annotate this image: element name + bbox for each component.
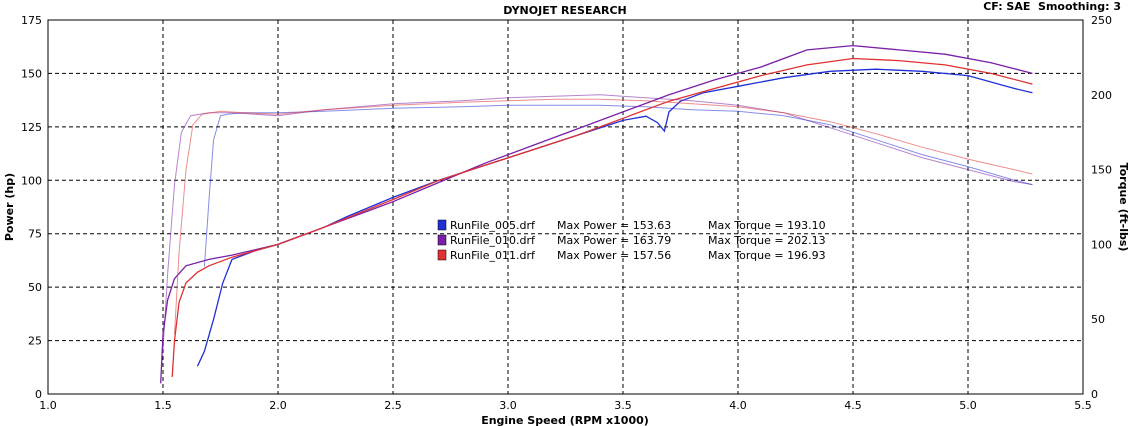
x-tick-label-6: 4.0 bbox=[729, 399, 747, 412]
legend-power-005: Max Power = 153.63 bbox=[557, 219, 671, 232]
y-right-tick-label-0: 0 bbox=[1091, 388, 1098, 401]
y-left-tick-label-5: 125 bbox=[21, 121, 42, 134]
torque-line-0 bbox=[203, 104, 1033, 267]
x-tick-label-2: 2.0 bbox=[269, 399, 287, 412]
legend-torque-010: Max Torque = 202.13 bbox=[708, 234, 826, 247]
legend-power-010: Max Power = 163.79 bbox=[557, 234, 671, 247]
chart-title: DYNOJET RESEARCH bbox=[503, 4, 626, 17]
legend-file-011: RunFile_011.drf bbox=[450, 249, 536, 262]
y-left-tick-label-3: 75 bbox=[28, 228, 42, 241]
y-left-tick-label-4: 100 bbox=[21, 174, 42, 187]
y-right-tick-label-4: 200 bbox=[1091, 89, 1112, 102]
y-left-tick-label-0: 0 bbox=[35, 388, 42, 401]
x-tick-label-1: 1.5 bbox=[154, 399, 172, 412]
legend-file-010: RunFile_010.drf bbox=[450, 234, 536, 247]
torque-line-1 bbox=[162, 94, 1033, 350]
legend-torque-011: Max Torque = 196.93 bbox=[708, 249, 826, 262]
legend-power-011: Max Power = 157.56 bbox=[557, 249, 671, 262]
x-tick-label-7: 4.5 bbox=[844, 399, 862, 412]
legend-file-005: RunFile_005.drf bbox=[450, 219, 536, 232]
legend-swatch-005 bbox=[437, 219, 447, 231]
y-right-tick-labels: 0 50 100 150 200 250 bbox=[1091, 14, 1112, 401]
x-axis-label: Engine Speed (RPM x1000) bbox=[481, 414, 649, 426]
legend-item-010: RunFile_010.drf Max Power = 163.79 Max T… bbox=[437, 234, 826, 247]
x-tick-labels: 1.0 1.5 2.0 2.5 3.0 3.5 4.0 4.5 5.0 5.5 bbox=[39, 399, 1092, 412]
y-left-tick-label-1: 25 bbox=[28, 335, 42, 348]
y-left-tick-label-7: 175 bbox=[21, 14, 42, 27]
grid-lines bbox=[48, 20, 1083, 394]
y-right-tick-label-5: 250 bbox=[1091, 14, 1112, 27]
y-right-tick-label-1: 50 bbox=[1091, 313, 1105, 326]
legend-swatch-011 bbox=[437, 249, 447, 261]
chart-header-right: CF: SAE Smoothing: 3 bbox=[983, 0, 1121, 13]
x-tick-label-3: 2.5 bbox=[384, 399, 402, 412]
y-right-tick-label-2: 100 bbox=[1091, 238, 1112, 251]
power-line-2 bbox=[171, 57, 1033, 377]
x-tick-label-8: 5.0 bbox=[959, 399, 977, 412]
legend: RunFile_005.drf Max Power = 153.63 Max T… bbox=[437, 219, 826, 262]
legend-item-011: RunFile_011.drf Max Power = 157.56 Max T… bbox=[437, 249, 826, 262]
plot-area bbox=[47, 19, 1084, 395]
y-axis-label-left: Power (hp) bbox=[3, 173, 16, 241]
legend-swatch-010 bbox=[437, 234, 447, 246]
y-left-tick-label-2: 50 bbox=[28, 281, 42, 294]
legend-torque-005: Max Torque = 193.10 bbox=[708, 219, 826, 232]
power-line-1 bbox=[160, 44, 1033, 384]
y-right-tick-label-3: 150 bbox=[1091, 164, 1112, 177]
torque-line-2 bbox=[174, 98, 1033, 335]
y-left-tick-label-6: 150 bbox=[21, 67, 42, 80]
x-tick-label-5: 3.5 bbox=[614, 399, 632, 412]
y-axis-label-right: Torque (ft-lbs) bbox=[1117, 163, 1130, 252]
series-lines bbox=[160, 44, 1033, 384]
x-tick-label-4: 3.0 bbox=[499, 399, 517, 412]
legend-item-005: RunFile_005.drf Max Power = 153.63 Max T… bbox=[437, 219, 826, 232]
x-tick-label-0: 1.0 bbox=[39, 399, 57, 412]
x-tick-label-9: 5.5 bbox=[1074, 399, 1092, 412]
y-left-tick-labels: 0 25 50 75 100 125 150 175 bbox=[21, 14, 42, 401]
